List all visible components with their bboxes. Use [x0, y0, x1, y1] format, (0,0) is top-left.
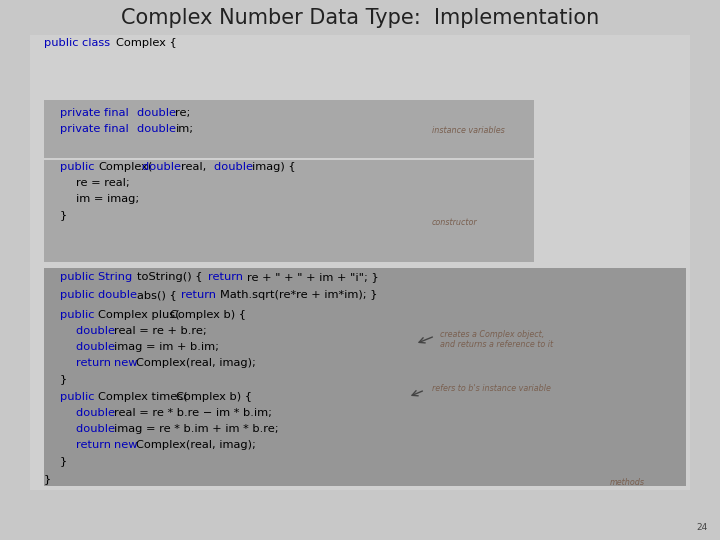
Text: real,: real, — [181, 162, 210, 172]
Text: double: double — [76, 408, 119, 418]
Text: private: private — [60, 108, 104, 118]
Text: }: } — [60, 210, 67, 220]
Text: Complex b) {: Complex b) { — [170, 310, 246, 320]
Text: return: return — [181, 290, 220, 300]
Text: imag = re * b.im + im * b.re;: imag = re * b.im + im * b.re; — [114, 424, 279, 434]
Text: re;: re; — [176, 108, 191, 118]
Text: }: } — [44, 474, 51, 484]
Text: }: } — [60, 456, 67, 466]
Text: abs() {: abs() { — [137, 290, 181, 300]
Text: }: } — [60, 374, 67, 384]
Text: im = imag;: im = imag; — [76, 194, 139, 204]
Text: class: class — [83, 38, 114, 48]
Text: public: public — [60, 272, 98, 282]
Text: double: double — [137, 108, 179, 118]
Text: real = re * b.re − im * b.im;: real = re * b.re − im * b.im; — [114, 408, 272, 418]
Text: Complex plus(: Complex plus( — [99, 310, 180, 320]
Text: imag) {: imag) { — [253, 162, 296, 172]
Text: double: double — [76, 342, 119, 352]
Text: public: public — [60, 392, 98, 402]
Text: double: double — [143, 162, 185, 172]
Text: final: final — [104, 108, 132, 118]
Text: Math.sqrt(re*re + im*im); }: Math.sqrt(re*re + im*im); } — [220, 290, 377, 300]
Text: Complex {: Complex { — [115, 38, 176, 48]
Text: 24: 24 — [697, 523, 708, 532]
Bar — [44, 160, 534, 262]
Text: imag = im + b.im;: imag = im + b.im; — [114, 342, 220, 352]
Bar — [44, 268, 686, 486]
Text: public: public — [60, 162, 98, 172]
Text: return: return — [76, 440, 114, 450]
Text: creates a Complex object,
and returns a reference to it: creates a Complex object, and returns a … — [440, 330, 553, 349]
Text: Complex Number Data Type:  Implementation: Complex Number Data Type: Implementation — [121, 8, 599, 28]
Text: real = re + b.re;: real = re + b.re; — [114, 326, 207, 336]
Text: double: double — [214, 162, 256, 172]
Text: re + " + " + im + "i"; }: re + " + " + im + "i"; } — [247, 272, 379, 282]
Bar — [44, 100, 534, 158]
Text: re = real;: re = real; — [76, 178, 130, 188]
Text: refers to b's instance variable: refers to b's instance variable — [432, 384, 551, 393]
Text: instance variables: instance variables — [432, 126, 505, 135]
Text: Complex(real, imag);: Complex(real, imag); — [137, 440, 256, 450]
Text: double: double — [76, 326, 119, 336]
Text: Complex times(: Complex times( — [99, 392, 188, 402]
Text: methods: methods — [610, 478, 645, 487]
Text: constructor: constructor — [432, 218, 477, 227]
Text: Complex(: Complex( — [99, 162, 153, 172]
Text: private: private — [60, 124, 104, 134]
Text: double: double — [76, 424, 119, 434]
Text: Complex(real, imag);: Complex(real, imag); — [137, 358, 256, 368]
Text: final: final — [104, 124, 132, 134]
Text: Complex b) {: Complex b) { — [176, 392, 251, 402]
Text: public: public — [60, 310, 98, 320]
Text: new: new — [114, 358, 142, 368]
Text: double: double — [99, 290, 141, 300]
Text: String: String — [99, 272, 136, 282]
Text: toString() {: toString() { — [137, 272, 206, 282]
Text: new: new — [114, 440, 142, 450]
Text: return: return — [76, 358, 114, 368]
Text: public: public — [44, 38, 82, 48]
Bar — [30, 35, 690, 490]
Text: return: return — [209, 272, 247, 282]
Text: public: public — [60, 290, 98, 300]
Text: double: double — [137, 124, 179, 134]
Text: im;: im; — [176, 124, 194, 134]
